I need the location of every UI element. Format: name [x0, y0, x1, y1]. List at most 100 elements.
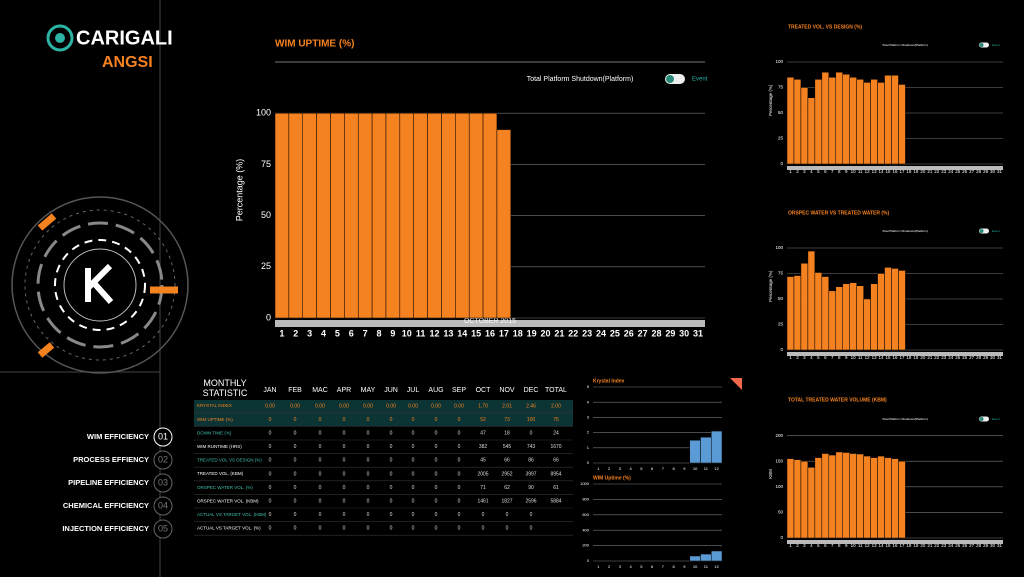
- column-header: NOV: [499, 387, 515, 394]
- cell: 0: [319, 471, 322, 477]
- bar: [786, 276, 795, 351]
- y-tick-label: 0: [780, 535, 783, 540]
- x-tick-label: 1: [789, 543, 792, 548]
- column-header: JAN: [263, 387, 276, 394]
- x-tick-label: 7: [662, 466, 665, 471]
- cell: 2596: [525, 499, 536, 505]
- bar: [793, 79, 802, 165]
- x-tick-label: 26: [962, 169, 968, 174]
- cell: 1461: [477, 499, 488, 505]
- bar: [863, 455, 871, 539]
- cell: 0: [435, 485, 438, 491]
- bar: [316, 112, 331, 319]
- cell: 0: [390, 485, 393, 491]
- bar: [877, 273, 885, 351]
- x-tick-label: 20: [920, 169, 926, 174]
- x-tick-label: 7: [363, 328, 368, 338]
- x-tick-label: 27: [969, 543, 975, 548]
- x-tick-label: 10: [693, 564, 698, 569]
- cell: 73: [504, 417, 510, 423]
- chart-title: TREATED VOL. VS DESIGN (%): [788, 24, 862, 30]
- x-tick-label: 8: [838, 543, 841, 548]
- x-tick-label: 2: [608, 564, 611, 569]
- x-tick-label: 27: [969, 355, 975, 360]
- y-tick-label: 75: [778, 271, 784, 276]
- cell: 0: [319, 485, 322, 491]
- x-tick-label: 3: [619, 466, 622, 471]
- bar: [898, 270, 906, 351]
- column-header: MAC: [312, 387, 328, 394]
- bar: [455, 112, 470, 319]
- logo-ring: [46, 24, 74, 52]
- x-tick-label: 30: [990, 543, 996, 548]
- cell: 8954: [550, 471, 561, 477]
- menu-number: 05: [158, 523, 168, 533]
- x-tick-label: 17: [899, 543, 905, 548]
- row-label: ORSPEC WATER VOL. (KBM): [197, 498, 259, 503]
- bar: [870, 283, 878, 351]
- x-tick-label: 10: [851, 543, 857, 548]
- toggle-knob: [979, 229, 984, 233]
- cell: 0: [435, 458, 438, 464]
- period-bar: [787, 352, 1003, 356]
- row-label: WIM UPTIME (%): [197, 417, 233, 422]
- cell: 1.70: [478, 403, 488, 409]
- column-header: APR: [337, 387, 351, 394]
- y-tick-label: 100: [775, 59, 783, 64]
- bar: [849, 282, 857, 351]
- y-tick-label: 75: [778, 85, 784, 90]
- x-tick-label: 30: [679, 328, 689, 338]
- menu-label: PIPELINE EFFICIENCY: [68, 478, 149, 487]
- x-tick-label: 13: [872, 169, 878, 174]
- x-tick-label: 13: [443, 328, 453, 338]
- bar: [863, 82, 871, 165]
- cell: 0: [412, 471, 415, 477]
- y-axis-label: KBM: [768, 469, 773, 479]
- cell: 0: [506, 526, 509, 532]
- cell: 0: [343, 499, 346, 505]
- cell: 0: [294, 526, 297, 532]
- cell: 0: [390, 431, 393, 437]
- menu-label: PROCESS EFFIENCY: [73, 455, 149, 464]
- toggle-knob: [979, 417, 984, 421]
- column-header: AUG: [428, 387, 443, 394]
- bar: [793, 459, 802, 539]
- y-tick-label: 50: [261, 210, 271, 220]
- logo-dot: [55, 33, 65, 43]
- column-header: JUL: [407, 387, 420, 394]
- cell: 0: [412, 458, 415, 464]
- x-tick-label: 14: [879, 543, 885, 548]
- bar: [711, 550, 723, 562]
- period-bar: [787, 166, 1003, 170]
- site: ANGSI: [102, 54, 153, 71]
- period-label: OCTOBER 2015: [884, 537, 907, 541]
- cell: 71: [480, 485, 486, 491]
- y-tick-label: 0: [587, 558, 590, 563]
- cell: 0: [367, 471, 370, 477]
- cell: 0: [367, 417, 370, 423]
- cell: 0: [482, 526, 485, 532]
- cell: 0.00: [431, 403, 441, 409]
- cell: 0: [482, 512, 485, 518]
- cell: 0: [458, 444, 461, 450]
- cell: 0.00: [408, 403, 418, 409]
- cell: 0: [458, 431, 461, 437]
- cell: 743: [527, 444, 536, 450]
- bar: [800, 87, 809, 165]
- cell: 0: [412, 499, 415, 505]
- corner-flag: [730, 378, 742, 390]
- bar: [856, 79, 864, 165]
- bar: [689, 555, 701, 562]
- x-tick-label: 10: [402, 328, 412, 338]
- bar: [786, 77, 795, 165]
- chart-title: WIM UPTIME (%): [275, 39, 354, 50]
- x-tick-label: 25: [955, 543, 961, 548]
- x-tick-label: 13: [872, 543, 878, 548]
- legend-label: Total Platform Shutdown(Platform): [527, 76, 634, 83]
- x-tick-label: 31: [997, 169, 1003, 174]
- cell: 0: [367, 444, 370, 450]
- column-header: SEP: [452, 387, 466, 394]
- menu-badge: [153, 450, 173, 470]
- column-header: JUN: [384, 387, 398, 394]
